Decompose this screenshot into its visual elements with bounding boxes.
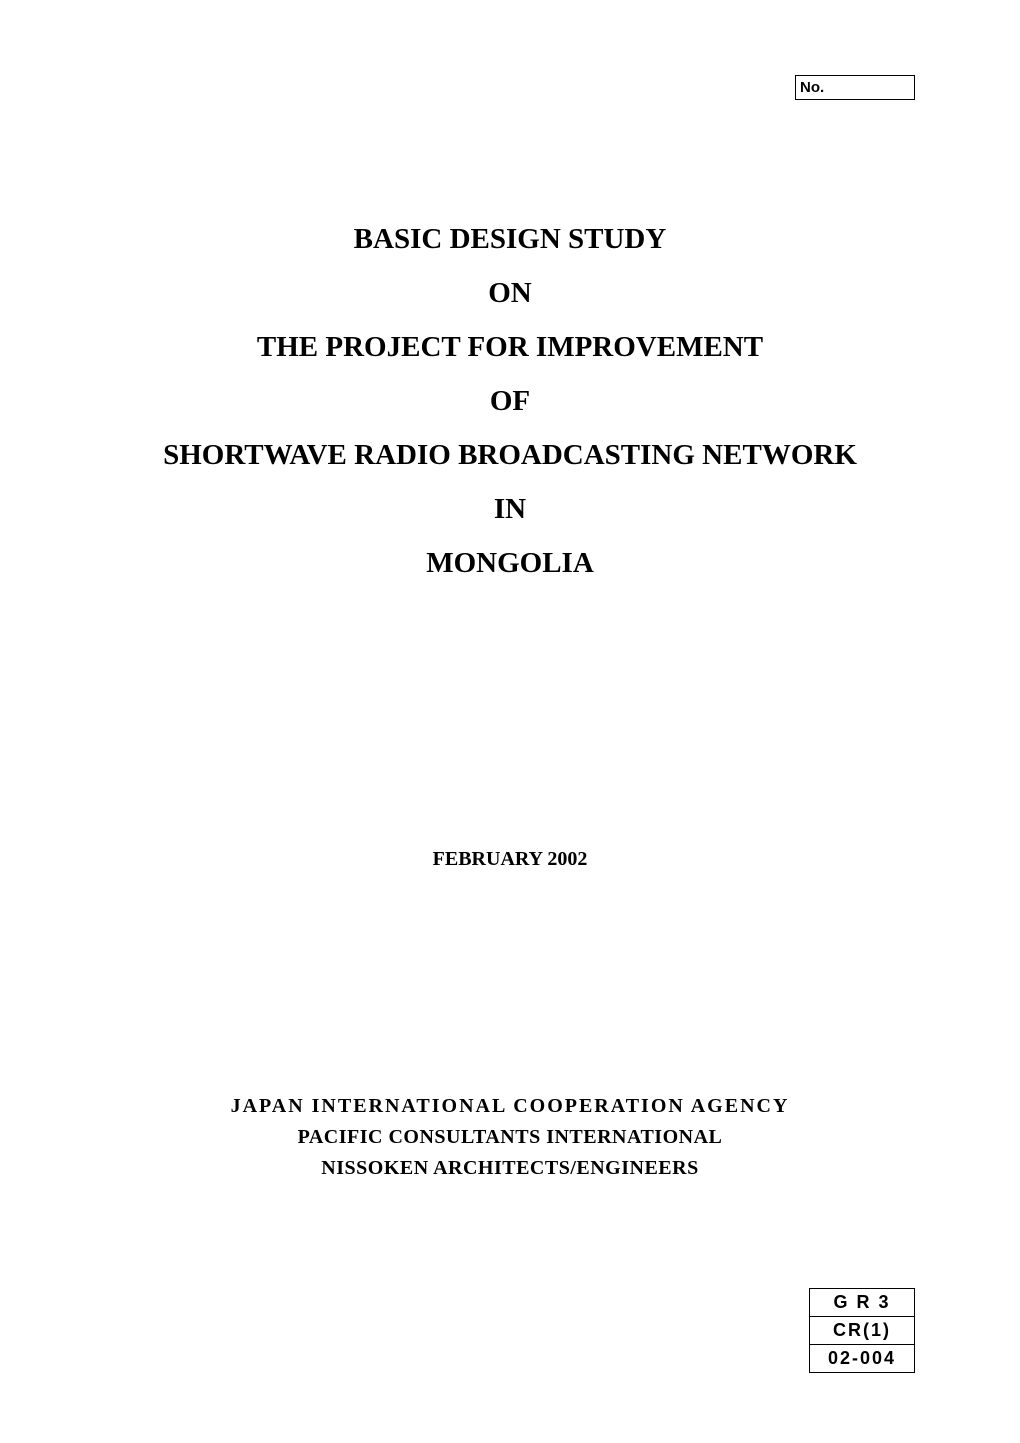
title-line-5: SHORTWAVE RADIO BROADCASTING NETWORK xyxy=(100,441,920,470)
title-line-1: BASIC DESIGN STUDY xyxy=(100,225,920,254)
code-cell-1: G R 3 xyxy=(809,1289,914,1317)
title-block: BASIC DESIGN STUDY ON THE PROJECT FOR IM… xyxy=(100,225,920,578)
document-code-table: G R 3 CR(1) 02-004 xyxy=(809,1288,915,1373)
date-block: FEBRUARY 2002 xyxy=(100,848,920,871)
organizations-block: JAPAN INTERNATIONAL COOPERATION AGENCY P… xyxy=(100,1091,920,1184)
table-row: 02-004 xyxy=(809,1345,914,1373)
organization-1: JAPAN INTERNATIONAL COOPERATION AGENCY xyxy=(100,1091,920,1122)
publication-date: FEBRUARY 2002 xyxy=(433,848,588,870)
code-cell-2: CR(1) xyxy=(809,1317,914,1345)
document-page: No. BASIC DESIGN STUDY ON THE PROJECT FO… xyxy=(0,0,1020,1443)
title-line-2: ON xyxy=(100,279,920,308)
organization-3: NISSOKEN ARCHITECTS/ENGINEERS xyxy=(100,1153,920,1184)
no-label: No. xyxy=(800,79,824,96)
table-row: G R 3 xyxy=(809,1289,914,1317)
organization-2: PACIFIC CONSULTANTS INTERNATIONAL xyxy=(100,1122,920,1153)
title-line-4: OF xyxy=(100,387,920,416)
title-line-3: THE PROJECT FOR IMPROVEMENT xyxy=(100,333,920,362)
document-number-box: No. xyxy=(795,75,915,100)
title-line-7: MONGOLIA xyxy=(100,549,920,578)
title-line-6: IN xyxy=(100,495,920,524)
code-cell-3: 02-004 xyxy=(809,1345,914,1373)
table-row: CR(1) xyxy=(809,1317,914,1345)
